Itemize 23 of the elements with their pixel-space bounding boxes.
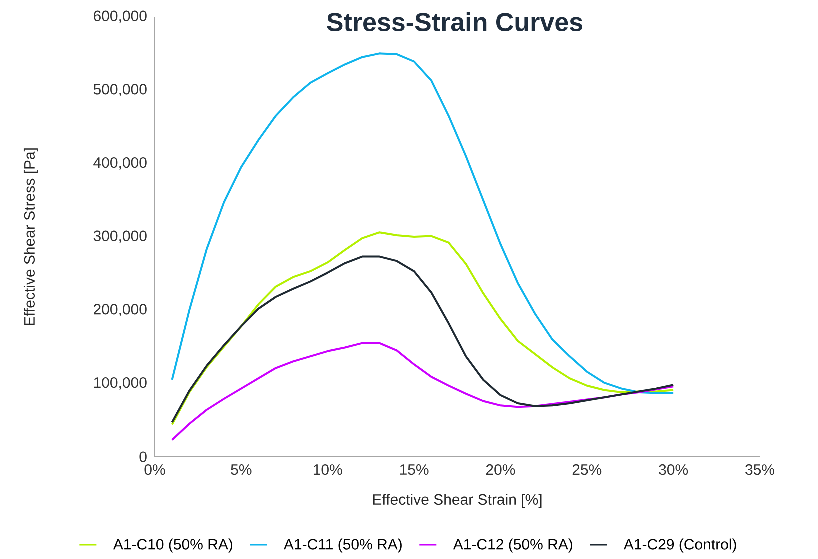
line-series [171,52,675,394]
y-tick-label: 0 [140,452,147,462]
legend-label: A1-C12 (50% RA) [453,538,572,553]
x-tick-label: 10% [314,464,342,476]
y-axis-title: Effective Shear Stress [Pa] [24,148,38,326]
y-tick-label: 400,000 [94,157,147,170]
x-tick-label: 25% [572,464,602,476]
x-tick-label: 0% [144,464,166,476]
y-tick-label: 300,000 [94,230,147,244]
x-tick-label: 5% [231,464,252,476]
legend-label: A1-C29 (Control) [624,538,736,553]
y-tick-label: 500,000 [94,84,147,97]
x-tick-label: 20% [486,464,516,476]
x-tick-label: 15% [400,464,429,476]
y-tick-label: 200,000 [94,304,147,317]
y-tick-label: 600,000 [94,10,147,24]
x-axis-title: Effective Shear Strain [%] [373,494,542,508]
x-tick-label: 30% [659,464,688,476]
x-tick-label: 35% [746,464,774,476]
chart-title: Stress-Strain Curves [327,12,582,32]
legend-label: A1-C11 (50% RA) [284,538,402,553]
y-tick-label: 100,000 [94,377,147,390]
legend-label: A1-C10 (50% RA) [113,538,232,553]
